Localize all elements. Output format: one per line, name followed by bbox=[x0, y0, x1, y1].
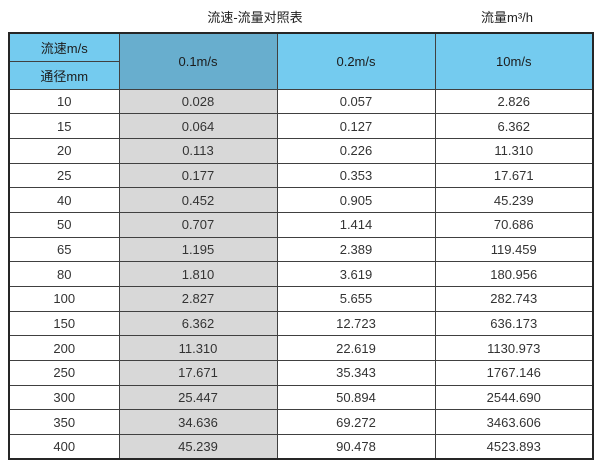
value-cell-10ms: 3463.606 bbox=[434, 409, 594, 436]
value-cell-0-1ms: 17.671 bbox=[118, 360, 278, 386]
value-cell-0-2ms: 0.905 bbox=[276, 187, 436, 213]
value-cell-0-2ms: 0.353 bbox=[276, 162, 436, 189]
value-cell-10ms: 70.686 bbox=[434, 211, 594, 238]
column-header-0-2ms: 0.2m/s bbox=[276, 32, 436, 90]
value-cell-0-2ms: 35.343 bbox=[276, 360, 436, 386]
value-cell-0-1ms: 0.113 bbox=[118, 137, 278, 164]
table-row: 250 17.671 35.343 1767.146 bbox=[8, 360, 594, 386]
value-cell-0-2ms: 2.389 bbox=[276, 236, 436, 263]
value-cell-0-2ms: 69.272 bbox=[276, 409, 436, 436]
value-cell-10ms: 11.310 bbox=[434, 137, 594, 164]
diameter-cell: 15 bbox=[8, 113, 120, 139]
value-cell-0-2ms: 50.894 bbox=[276, 384, 436, 411]
diameter-cell: 25 bbox=[8, 162, 120, 189]
value-cell-0-2ms: 0.127 bbox=[276, 113, 436, 139]
value-cell-10ms: 45.239 bbox=[434, 187, 594, 213]
diameter-cell: 100 bbox=[8, 286, 120, 312]
value-cell-0-2ms: 0.226 bbox=[276, 137, 436, 164]
diameter-cell: 350 bbox=[8, 409, 120, 436]
value-cell-10ms: 2.826 bbox=[434, 88, 594, 115]
diameter-cell: 50 bbox=[8, 211, 120, 238]
value-cell-0-1ms: 0.064 bbox=[118, 113, 278, 139]
column-header-0-1ms: 0.1m/s bbox=[118, 32, 278, 90]
value-cell-0-1ms: 0.707 bbox=[118, 211, 278, 238]
value-cell-0-1ms: 45.239 bbox=[118, 434, 278, 460]
value-cell-10ms: 119.459 bbox=[434, 236, 594, 263]
table-row: 25 0.177 0.353 17.671 bbox=[8, 162, 594, 189]
table-row: 80 1.810 3.619 180.956 bbox=[8, 261, 594, 287]
diameter-cell: 40 bbox=[8, 187, 120, 213]
value-cell-0-1ms: 25.447 bbox=[118, 384, 278, 411]
diameter-cell: 400 bbox=[8, 434, 120, 460]
table-header: 流速m/s 0.1m/s 0.2m/s 10m/s 通径mm bbox=[8, 32, 594, 90]
value-cell-10ms: 180.956 bbox=[434, 261, 594, 287]
value-cell-10ms: 17.671 bbox=[434, 162, 594, 189]
value-cell-10ms: 1767.146 bbox=[434, 360, 594, 386]
value-cell-10ms: 4523.893 bbox=[434, 434, 594, 460]
value-cell-0-2ms: 1.414 bbox=[276, 211, 436, 238]
value-cell-10ms: 2544.690 bbox=[434, 384, 594, 411]
table-body: 10 0.028 0.057 2.826 15 0.064 0.127 6.362 20 0.11… bbox=[8, 88, 594, 460]
value-cell-0-2ms: 90.478 bbox=[276, 434, 436, 460]
value-cell-0-1ms: 0.177 bbox=[118, 162, 278, 189]
value-cell-0-2ms: 12.723 bbox=[276, 310, 436, 337]
title-bar: 流速-流量对照表 流量m³/h bbox=[0, 0, 600, 32]
table-row: 50 0.707 1.414 70.686 bbox=[8, 211, 594, 238]
diameter-cell: 250 bbox=[8, 360, 120, 386]
value-cell-0-1ms: 0.028 bbox=[118, 88, 278, 115]
value-cell-0-2ms: 3.619 bbox=[276, 261, 436, 287]
diameter-cell: 10 bbox=[8, 88, 120, 115]
value-cell-10ms: 636.173 bbox=[434, 310, 594, 337]
diameter-cell: 65 bbox=[8, 236, 120, 263]
value-cell-0-1ms: 34.636 bbox=[118, 409, 278, 436]
value-cell-0-1ms: 11.310 bbox=[118, 335, 278, 362]
diameter-cell: 200 bbox=[8, 335, 120, 362]
diameter-cell: 150 bbox=[8, 310, 120, 337]
table-row: 20 0.113 0.226 11.310 bbox=[8, 137, 594, 164]
table-row: 200 11.310 22.619 1130.973 bbox=[8, 335, 594, 362]
table-row: 300 25.447 50.894 2544.690 bbox=[8, 384, 594, 411]
table-row: 10 0.028 0.057 2.826 bbox=[8, 88, 594, 115]
value-cell-0-1ms: 6.362 bbox=[118, 310, 278, 337]
table-row: 150 6.362 12.723 636.173 bbox=[8, 310, 594, 337]
corner-diameter-label: 通径mm bbox=[8, 60, 120, 90]
value-cell-10ms: 1130.973 bbox=[434, 335, 594, 362]
table-row: 15 0.064 0.127 6.362 bbox=[8, 113, 594, 139]
table-row: 350 34.636 69.272 3463.606 bbox=[8, 409, 594, 436]
value-cell-0-1ms: 2.827 bbox=[118, 286, 278, 312]
diameter-cell: 20 bbox=[8, 137, 120, 164]
value-cell-0-1ms: 1.195 bbox=[118, 236, 278, 263]
value-cell-0-2ms: 0.057 bbox=[276, 88, 436, 115]
value-cell-0-2ms: 22.619 bbox=[276, 335, 436, 362]
value-cell-10ms: 6.362 bbox=[434, 113, 594, 139]
column-header-10ms: 10m/s bbox=[434, 32, 594, 90]
flow-unit-label: 流量m³/h bbox=[480, 10, 534, 25]
flow-rate-table: 流速m/s 0.1m/s 0.2m/s 10m/s 通径mm 10 0.028 0.… bbox=[8, 32, 594, 461]
table-row: 65 1.195 2.389 119.459 bbox=[8, 236, 594, 263]
diameter-cell: 300 bbox=[8, 384, 120, 411]
page-title: 流速-流量对照表 bbox=[207, 10, 303, 25]
value-cell-0-1ms: 1.810 bbox=[118, 261, 278, 287]
value-cell-0-2ms: 5.655 bbox=[276, 286, 436, 312]
table-row: 100 2.827 5.655 282.743 bbox=[8, 286, 594, 312]
value-cell-0-1ms: 0.452 bbox=[118, 187, 278, 213]
table-row: 400 45.239 90.478 4523.893 bbox=[8, 434, 594, 460]
table-row: 40 0.452 0.905 45.239 bbox=[8, 187, 594, 213]
corner-velocity-label: 流速m/s bbox=[8, 32, 120, 62]
value-cell-10ms: 282.743 bbox=[434, 286, 594, 312]
diameter-cell: 80 bbox=[8, 261, 120, 287]
